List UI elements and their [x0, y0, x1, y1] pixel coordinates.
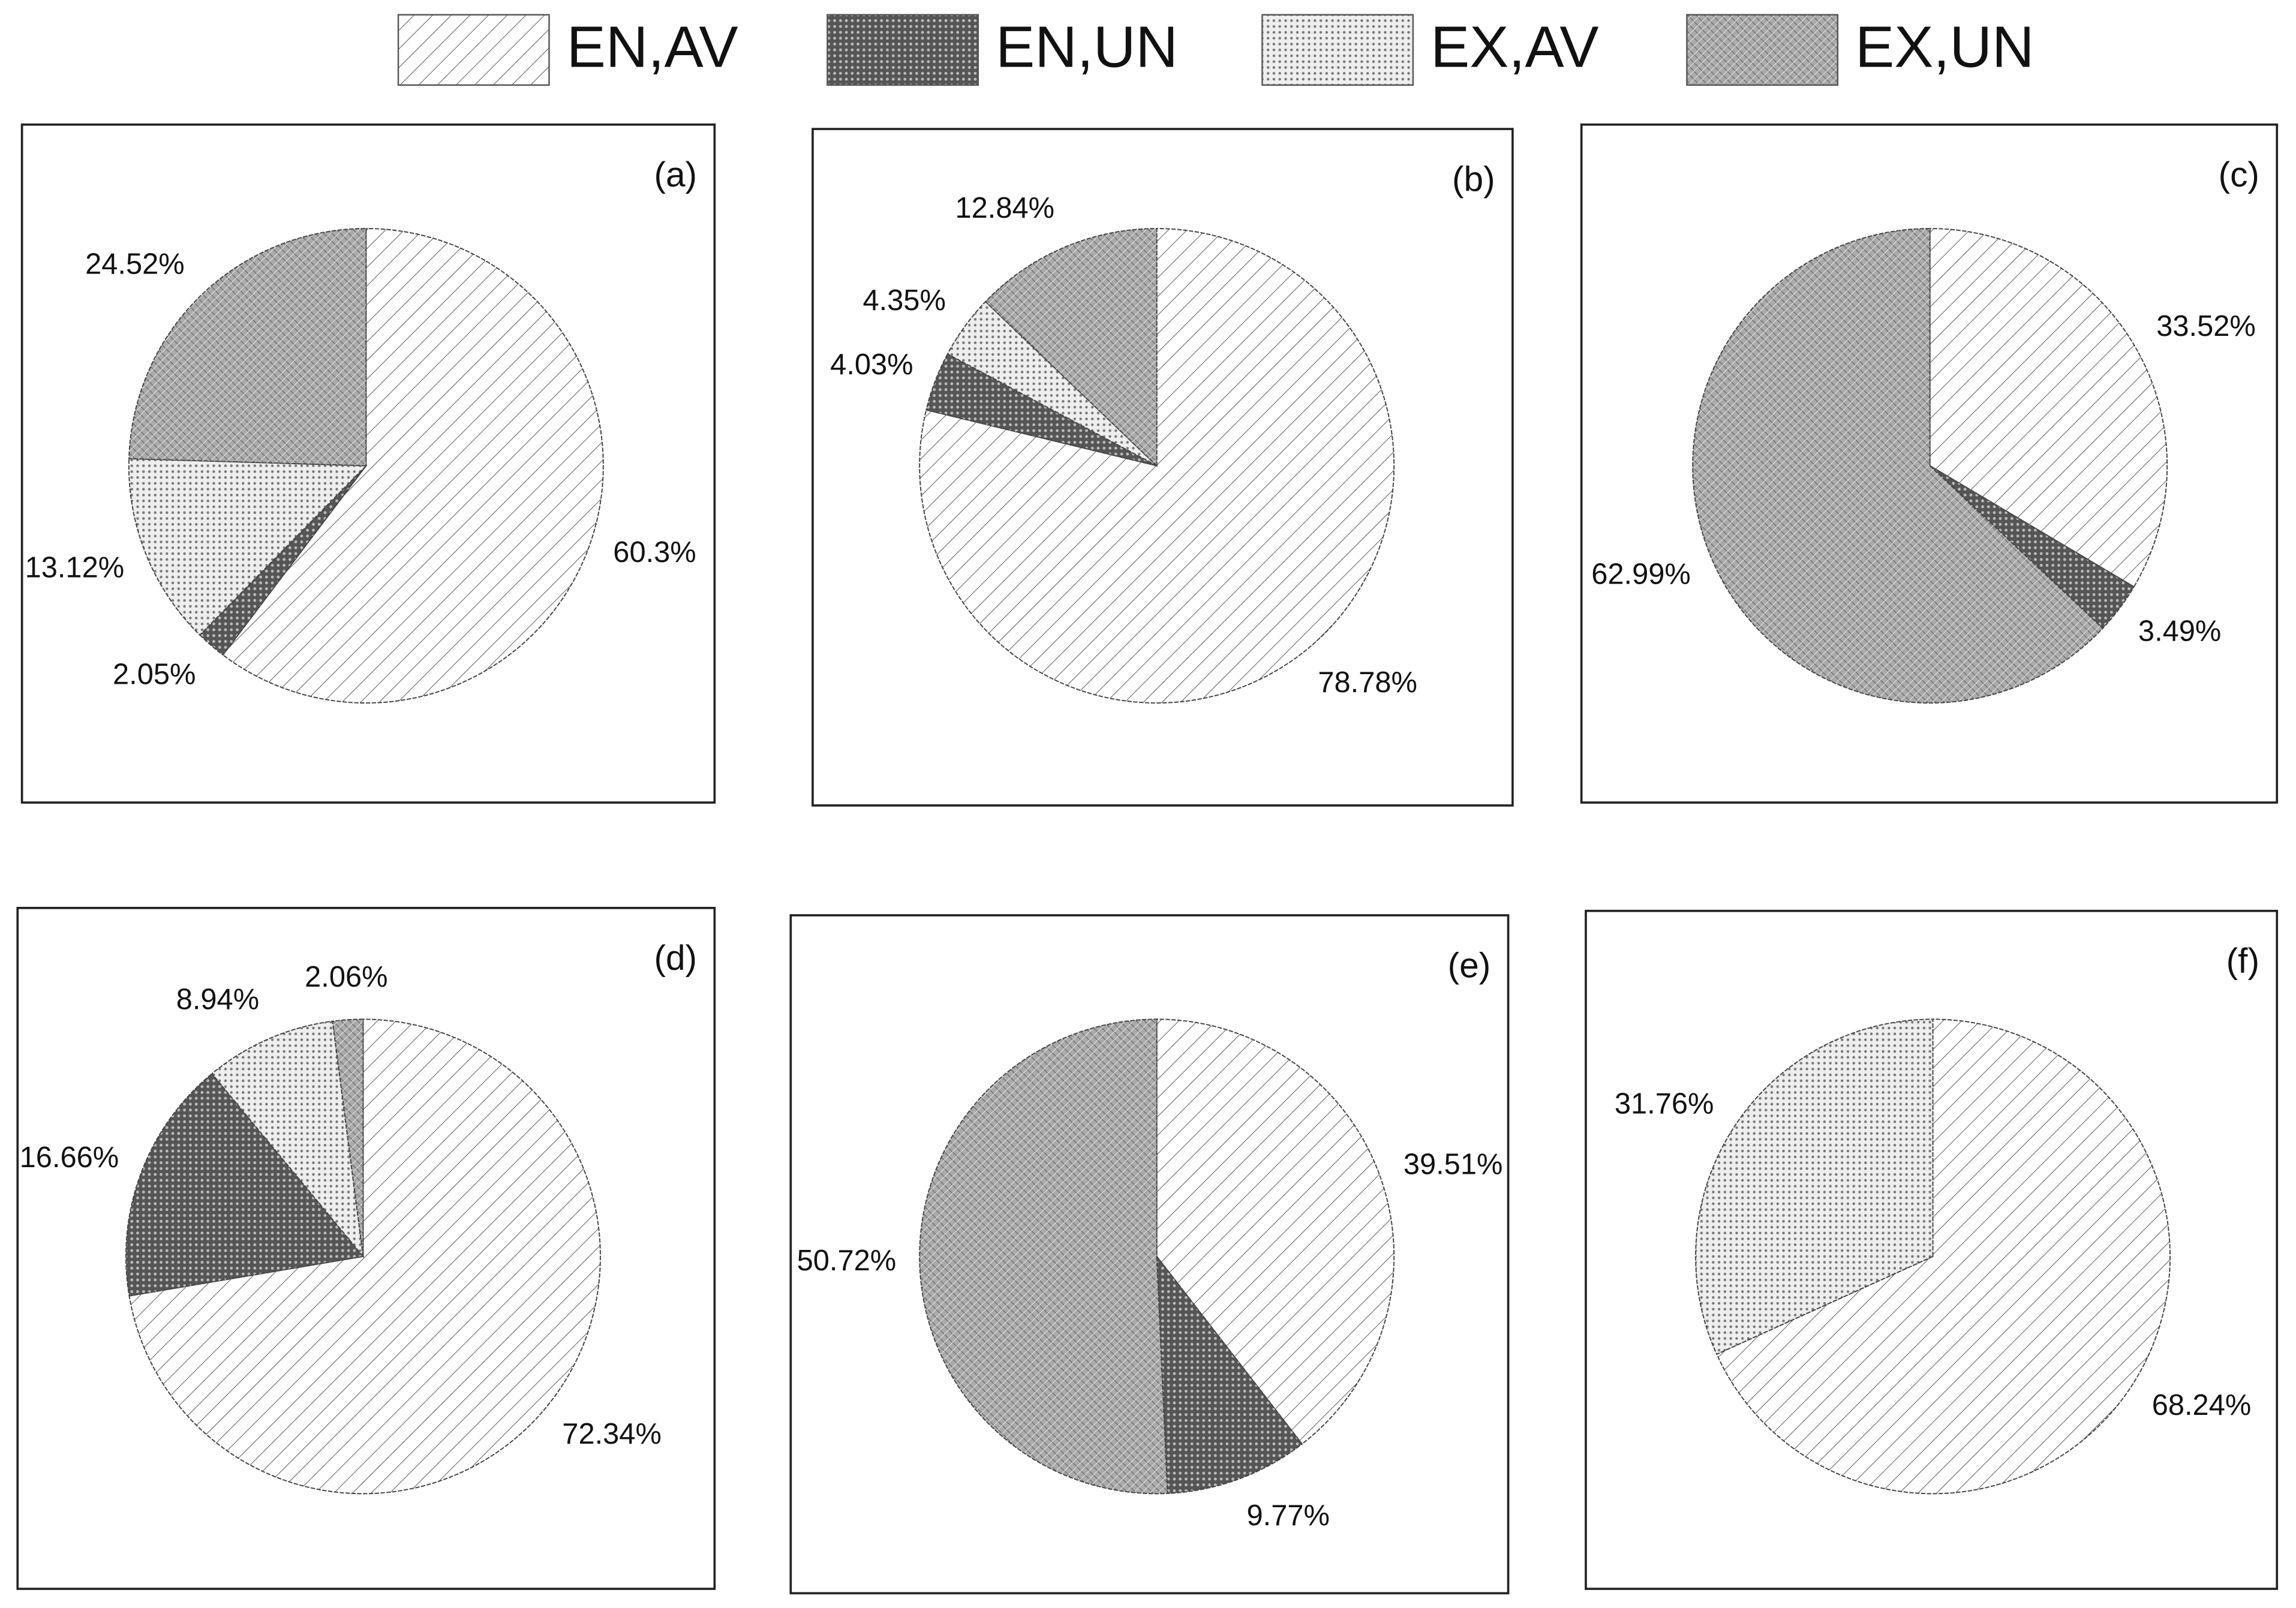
panel-frame	[16, 907, 716, 1590]
panel-title: (e)	[1448, 946, 1491, 985]
pie-slice	[222, 228, 604, 704]
legend-swatch	[1261, 14, 1414, 86]
pie-slice	[1156, 1254, 1303, 1494]
legend-label: EX,UN	[1855, 14, 2034, 79]
legend-swatch	[397, 14, 550, 86]
panel-title: (c)	[2219, 155, 2259, 194]
value-label: 4.03%	[830, 348, 913, 381]
legend-label: EX,AV	[1431, 14, 1598, 79]
value-label: 3.49%	[2138, 615, 2221, 647]
panel-title: (d)	[654, 939, 697, 978]
value-label: 24.52%	[85, 248, 185, 281]
legend-label: EN,AV	[567, 14, 738, 79]
value-label: 31.76%	[1615, 1087, 1714, 1120]
pie-slice	[128, 458, 368, 636]
panel-title: (f)	[2226, 942, 2259, 981]
legend-label: EN,UN	[996, 14, 1178, 79]
value-label: 8.94%	[176, 983, 259, 1015]
panel-frame	[1585, 909, 2279, 1590]
value-label: 39.51%	[1404, 1149, 1503, 1181]
value-label: 68.24%	[2152, 1389, 2252, 1421]
pie-slice	[1695, 1018, 1934, 1355]
panel-frame	[812, 128, 1514, 807]
pie-slice	[211, 1020, 364, 1259]
panel-title: (a)	[654, 155, 697, 194]
panel-title: (b)	[1452, 160, 1495, 199]
value-label: 9.77%	[1247, 1499, 1330, 1532]
pie-slice	[128, 228, 367, 467]
pie-slice	[1715, 1018, 2171, 1495]
pie-slice	[128, 1018, 601, 1495]
value-label: 4.35%	[862, 284, 945, 317]
value-label: 60.3%	[613, 536, 696, 569]
panel-frame	[789, 914, 1510, 1595]
value-label: 78.78%	[1318, 666, 1417, 699]
value-label: 2.05%	[113, 659, 196, 691]
value-label: 12.84%	[955, 192, 1055, 224]
legend-swatch	[827, 14, 979, 86]
pie-slice	[1929, 228, 2168, 588]
value-label: 50.72%	[797, 1245, 897, 1277]
value-label: 13.12%	[25, 551, 125, 584]
value-label: 2.06%	[305, 961, 387, 993]
value-label: 72.34%	[562, 1418, 662, 1450]
pie-slice	[918, 1018, 1168, 1495]
legend-swatch	[1686, 14, 1839, 86]
pie-slice	[1156, 1018, 1395, 1445]
value-label: 62.99%	[1591, 558, 1691, 591]
value-label: 16.66%	[20, 1141, 119, 1174]
pie-slice	[984, 228, 1158, 467]
panel-frame	[20, 123, 716, 804]
value-label: 33.52%	[2156, 310, 2256, 342]
pie-slice	[332, 1018, 364, 1257]
pie-slice	[1692, 228, 2104, 704]
pie-slice	[125, 1072, 365, 1297]
panel-frame	[1580, 123, 2279, 804]
